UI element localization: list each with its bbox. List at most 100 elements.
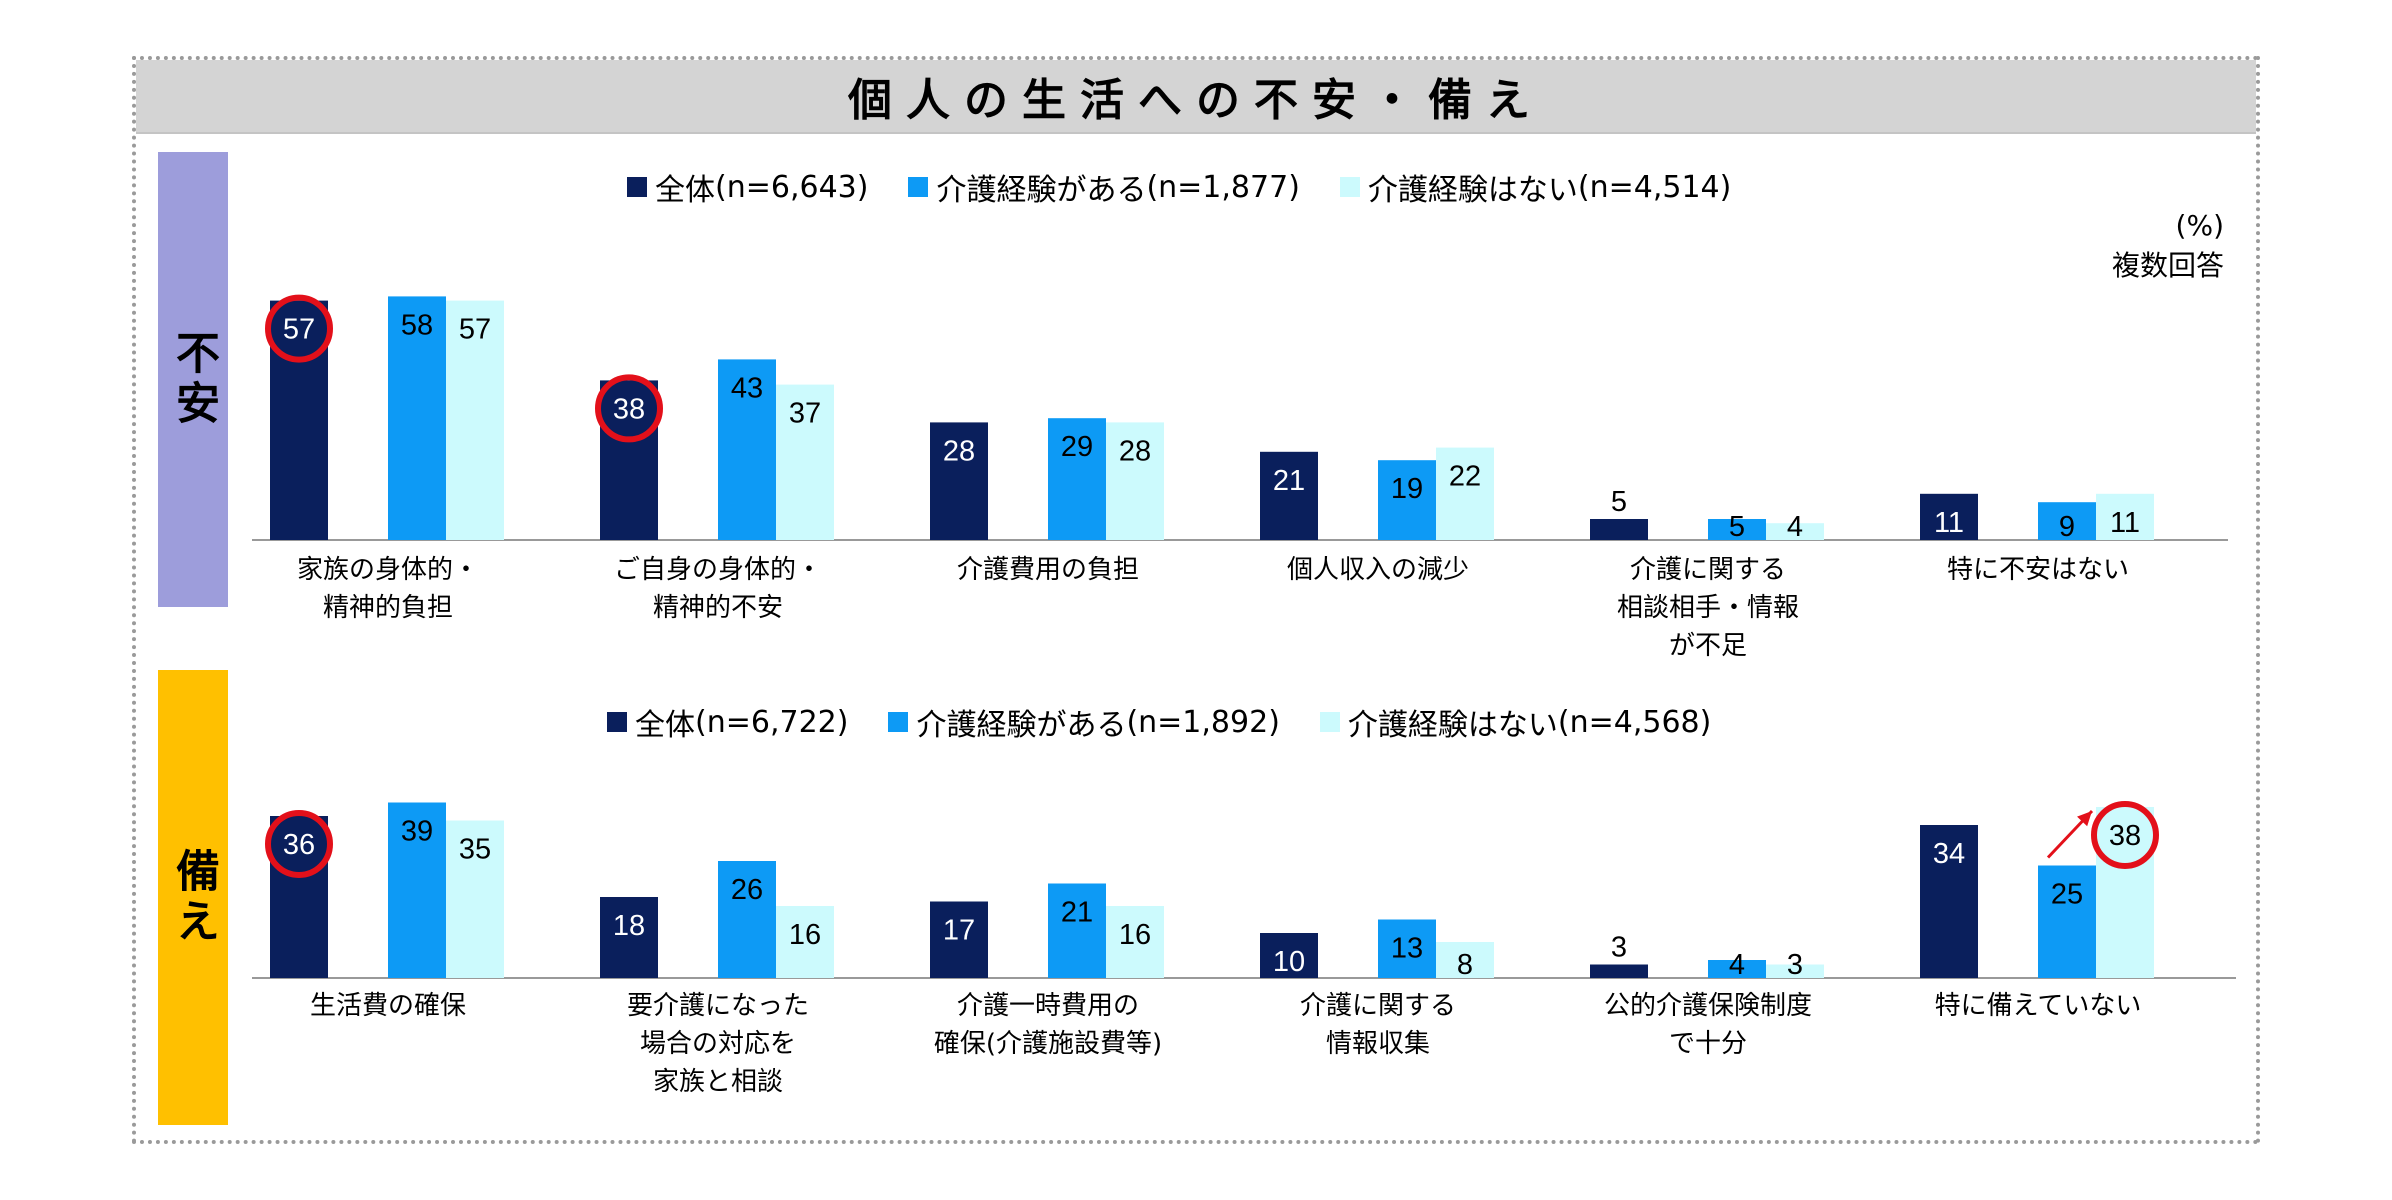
bar-overall (600, 897, 658, 978)
data-label-experienced: 4 (1729, 949, 1745, 981)
bar-overall (1920, 493, 1978, 540)
bar-none (1766, 964, 1824, 978)
data-label-none: 28 (1119, 435, 1151, 467)
highlight-circle (2091, 801, 2159, 869)
bar-experienced (1048, 883, 1106, 978)
category-label: 特に備えていない (1935, 991, 2142, 1021)
legend-series-n: (n=4,514) (1577, 169, 1732, 205)
highlight-circle (595, 374, 663, 443)
section-label-worry: 不安 (168, 329, 219, 430)
category-label: 家族と相談 (653, 1067, 783, 1097)
bar-none (446, 820, 504, 978)
data-label-none: 16 (789, 919, 821, 951)
bar-overall (930, 422, 988, 540)
bar-overall (270, 300, 328, 540)
bar-none (1436, 447, 1494, 540)
bar-none (1106, 906, 1164, 978)
data-label-overall: 11 (1934, 507, 1964, 539)
legend-swatch-overall (627, 177, 647, 197)
bar-none (1766, 523, 1824, 540)
data-label-experienced: 39 (401, 816, 433, 848)
data-label-none: 35 (459, 834, 491, 866)
legend-series-name: 全体 (655, 173, 715, 208)
bar-none (2096, 807, 2154, 978)
bar-experienced (2038, 865, 2096, 978)
bar-experienced (1708, 960, 1766, 978)
data-label-none: 11 (2110, 507, 2140, 539)
category-label: 確保(介護施設費等) (934, 1029, 1162, 1059)
legend-worry: 全体 (n=6,643) 介護経験がある (n=1,877) 介護経験はない (… (627, 165, 1771, 209)
legend-item: 介護経験がある (n=1,877) (908, 165, 1300, 209)
data-label-none: 37 (789, 398, 821, 430)
highlight-circle (265, 294, 333, 363)
category-label: 特に不安はない (1947, 555, 2129, 585)
category-label: 精神的不安 (653, 593, 783, 623)
category-label: 個人収入の減少 (1287, 555, 1469, 585)
bar-experienced (1378, 919, 1436, 978)
legend-series-n: (n=6,722) (695, 704, 849, 740)
category-label: 介護一時費用の (957, 991, 1139, 1021)
bar-experienced (388, 296, 446, 540)
bar-experienced (1048, 418, 1106, 540)
bar-overall (1260, 451, 1318, 540)
category-label: 相談相手・情報 (1617, 593, 1799, 623)
unit-multiple-answer: 複数回答 (2111, 249, 2224, 282)
data-label-overall: 5 (1611, 486, 1627, 518)
legend-series-name: 全体 (635, 708, 695, 743)
legend-series-name: 介護経験がある (916, 708, 1127, 743)
legend-series-n: (n=1,892) (1126, 704, 1280, 740)
bar-none (776, 384, 834, 540)
legend-item: 全体 (n=6,643) (627, 165, 868, 209)
bar-none (1436, 942, 1494, 978)
section-band-worry: 不安 (158, 152, 228, 607)
data-label-experienced: 13 (1391, 933, 1423, 965)
data-label-overall: 36 (283, 829, 315, 861)
section-band-preparation: 備え (158, 670, 228, 1125)
unit-percent: (%) (2175, 209, 2224, 242)
category-label: が不足 (1669, 631, 1747, 661)
legend-item: 介護経験はない (n=4,514) (1339, 165, 1732, 209)
data-label-none: 4 (1787, 511, 1803, 543)
legend-series-n: (n=1,877) (1146, 169, 1300, 205)
legend-swatch-none (1339, 177, 1360, 197)
legend-item: 介護経験がある (n=1,892) (888, 700, 1280, 744)
legend-series-n: (n=4,568) (1557, 704, 1712, 740)
data-label-experienced: 25 (2051, 879, 2083, 911)
trend-arrow-head (2077, 811, 2092, 827)
legend-preparation: 全体 (n=6,722) 介護経験がある (n=1,892) 介護経験はない (… (607, 700, 1751, 744)
bar-experienced (388, 802, 446, 978)
data-label-experienced: 58 (401, 309, 433, 341)
data-label-overall: 18 (613, 910, 645, 942)
data-label-experienced: 21 (1061, 897, 1093, 929)
category-label: 要介護になった (627, 991, 809, 1021)
data-label-none: 16 (1119, 919, 1151, 951)
legend-series-name: 介護経験がある (936, 173, 1147, 208)
bar-experienced (718, 861, 776, 978)
category-label: 場合の対応を (640, 1029, 796, 1059)
data-label-none: 57 (459, 314, 491, 346)
data-label-experienced: 26 (731, 874, 763, 906)
highlight-circle (265, 810, 333, 878)
page-title: 個人の生活への不安・備え (848, 75, 1544, 126)
bar-none (776, 906, 834, 978)
category-label: ご自身の身体的・ (614, 555, 822, 585)
data-label-experienced: 19 (1391, 473, 1423, 505)
data-label-none: 8 (1457, 949, 1473, 981)
category-label: 介護に関する (1300, 991, 1456, 1021)
data-label-overall: 57 (283, 314, 315, 346)
legend-series-name: 介護経験はない (1367, 173, 1578, 208)
bar-experienced (2038, 502, 2096, 540)
bar-overall (270, 816, 328, 978)
category-label: 家族の身体的・ (297, 555, 479, 585)
data-label-none: 38 (2109, 820, 2141, 852)
legend-swatch-overall (607, 712, 627, 732)
data-label-experienced: 29 (1061, 431, 1093, 463)
legend-item: 全体 (n=6,722) (607, 700, 848, 744)
category-label: 情報収集 (1326, 1029, 1430, 1059)
data-label-overall: 34 (1933, 838, 1965, 870)
bar-none (2096, 493, 2154, 540)
category-label: 生活費の確保 (310, 991, 466, 1021)
legend-item: 介護経験はない (n=4,568) (1319, 700, 1712, 744)
bar-overall (1590, 964, 1648, 978)
